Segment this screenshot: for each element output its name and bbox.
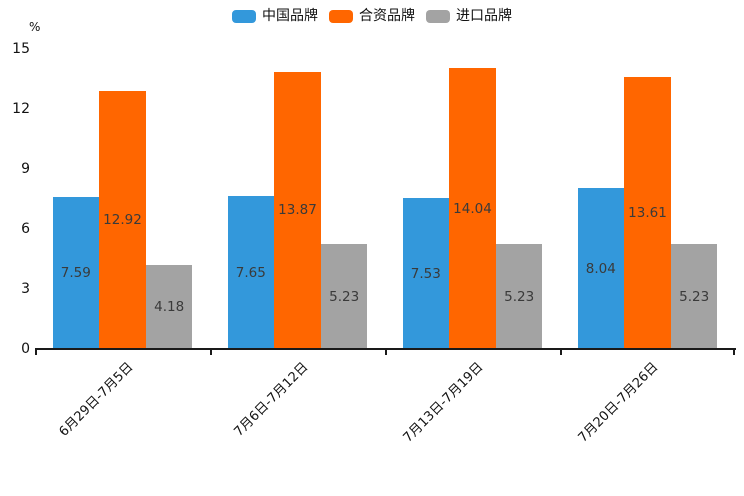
y-tick-label: 3 bbox=[21, 281, 30, 297]
bar bbox=[402, 198, 450, 349]
bar bbox=[577, 188, 625, 349]
bar bbox=[227, 196, 275, 349]
legend-swatch-icon bbox=[426, 9, 450, 23]
y-axis-unit-label: % bbox=[29, 20, 41, 34]
bar-value-label: 8.04 bbox=[585, 260, 616, 277]
y-tick-label: 0 bbox=[21, 341, 30, 357]
x-axis-tick bbox=[733, 350, 735, 355]
legend-item: 合资品牌 bbox=[329, 8, 415, 24]
bar-value-label: 7.59 bbox=[60, 265, 91, 282]
bar bbox=[624, 76, 671, 349]
y-tick-label: 9 bbox=[21, 161, 30, 177]
bar bbox=[495, 244, 543, 349]
bar bbox=[320, 244, 368, 349]
y-tick-label: 15 bbox=[12, 41, 30, 57]
x-axis-tick bbox=[385, 350, 387, 355]
bar-value-label: 13.87 bbox=[278, 202, 317, 219]
bar-value-label: 7.65 bbox=[235, 264, 266, 281]
bar-value-label: 5.23 bbox=[329, 288, 360, 305]
bar bbox=[670, 244, 718, 349]
bar bbox=[52, 197, 100, 349]
bar-value-label: 5.23 bbox=[679, 288, 710, 305]
bar-value-label: 7.53 bbox=[410, 265, 441, 282]
x-axis-tick bbox=[210, 350, 212, 355]
y-tick-label: 6 bbox=[21, 221, 30, 237]
legend-swatch-icon bbox=[232, 9, 256, 23]
bar-value-label: 12.92 bbox=[103, 211, 142, 228]
x-tick-label: 7月20日-7月26日 bbox=[575, 359, 661, 446]
legend-item: 中国品牌 bbox=[232, 8, 318, 24]
bar-value-label: 5.23 bbox=[504, 288, 535, 305]
x-axis-tick bbox=[560, 350, 562, 355]
x-tick-label: 7月13日-7月19日 bbox=[400, 359, 486, 446]
x-tick-label: 7月6日-7月12日 bbox=[230, 359, 311, 440]
legend-swatch-icon bbox=[329, 9, 353, 23]
bar bbox=[449, 68, 496, 349]
y-tick-label: 12 bbox=[12, 101, 30, 117]
bar bbox=[145, 265, 193, 349]
x-axis-line bbox=[35, 348, 736, 350]
bar bbox=[99, 90, 146, 349]
legend-label: 中国品牌 bbox=[262, 8, 318, 24]
legend-label: 进口品牌 bbox=[456, 8, 512, 24]
x-axis-tick bbox=[35, 350, 37, 355]
bar-value-label: 14.04 bbox=[453, 200, 492, 217]
x-tick-label: 6月29日-7月5日 bbox=[55, 359, 136, 440]
bar bbox=[274, 71, 321, 349]
legend: 中国品牌 合资品牌 进口品牌 bbox=[232, 8, 512, 24]
bar-value-label: 13.61 bbox=[628, 204, 667, 221]
bar-value-label: 4.18 bbox=[154, 299, 185, 316]
legend-item: 进口品牌 bbox=[426, 8, 512, 24]
legend-label: 合资品牌 bbox=[359, 8, 415, 24]
